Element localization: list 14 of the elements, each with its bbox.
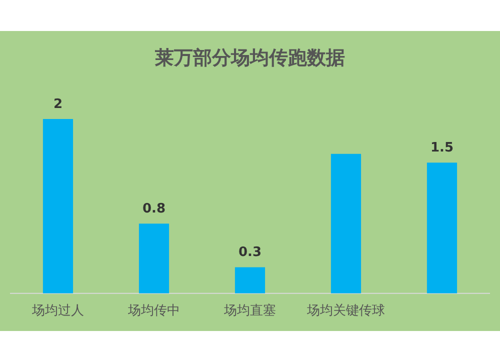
bar xyxy=(426,162,458,294)
data-label: 2 xyxy=(53,96,63,112)
data-label: 0.3 xyxy=(238,245,262,260)
chart-title: 莱万部分场均传跑数据 xyxy=(154,46,346,71)
bar xyxy=(42,119,74,294)
data-label: 0.8 xyxy=(142,202,166,217)
x-tick-label: 场均传中 xyxy=(127,304,180,319)
x-tick-label: 场均关键传球 xyxy=(306,304,385,319)
bar xyxy=(138,224,170,294)
data-label: 1.5 xyxy=(430,140,454,156)
bar xyxy=(330,154,362,294)
x-tick-label: 场均直塞 xyxy=(223,302,276,319)
bar xyxy=(234,267,266,294)
x-tick-label: 场均过人 xyxy=(31,304,84,319)
